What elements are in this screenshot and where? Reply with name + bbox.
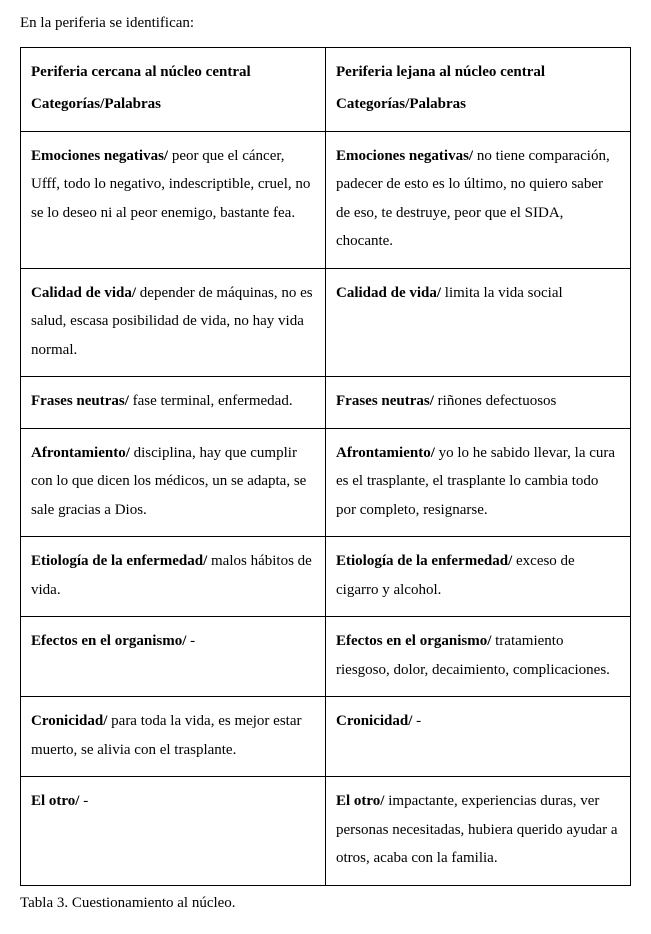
cell-right: Calidad de vida/ limita la vida social [326,268,631,377]
table-row: Cronicidad/ para toda la vida, es mejor … [21,697,631,777]
intro-text: En la periferia se identifican: [20,12,631,35]
category-label: El otro/ [336,793,384,809]
table-row: Calidad de vida/ depender de máquinas, n… [21,268,631,377]
cell-left: Emociones negativas/ peor que el cáncer,… [21,131,326,268]
cell-right: Emociones negativas/ no tiene comparació… [326,131,631,268]
cell-left: Efectos en el organismo/ - [21,617,326,697]
cell-left: Afrontamiento/ disciplina, hay que cumpl… [21,428,326,537]
category-text: riñones defectuosos [434,393,556,409]
col-header-left-line2: Categorías/Palabras [31,90,315,119]
category-label: Emociones negativas/ [31,148,168,164]
cell-left: El otro/ - [21,777,326,886]
category-label: Cronicidad/ [31,713,107,729]
cell-right: Frases neutras/ riñones defectuosos [326,377,631,429]
category-label: Afrontamiento/ [336,445,435,461]
category-text: fase terminal, enfermedad. [129,393,293,409]
table-caption: Tabla 3. Cuestionamiento al núcleo. [20,892,631,915]
category-label: Efectos en el organismo/ [31,633,186,649]
category-label: Afrontamiento/ [31,445,130,461]
cell-left: Cronicidad/ para toda la vida, es mejor … [21,697,326,777]
cell-left: Calidad de vida/ depender de máquinas, n… [21,268,326,377]
table-header-row: Periferia cercana al núcleo central Cate… [21,47,631,131]
category-label: Calidad de vida/ [31,285,136,301]
table-row: Frases neutras/ fase terminal, enfermeda… [21,377,631,429]
col-header-right: Periferia lejana al núcleo central Categ… [326,47,631,131]
col-header-left: Periferia cercana al núcleo central Cate… [21,47,326,131]
table-row: El otro/ - El otro/ impactante, experien… [21,777,631,886]
category-label: Emociones negativas/ [336,148,473,164]
category-text: - [186,633,195,649]
col-header-left-line1: Periferia cercana al núcleo central [31,58,315,87]
category-label: El otro/ [31,793,79,809]
col-header-right-line1: Periferia lejana al núcleo central [336,58,620,87]
category-text: limita la vida social [441,285,563,301]
cell-right: El otro/ impactante, experiencias duras,… [326,777,631,886]
cell-right: Efectos en el organismo/ tratamiento rie… [326,617,631,697]
table-row: Emociones negativas/ peor que el cáncer,… [21,131,631,268]
table-row: Etiología de la enfermedad/ malos hábito… [21,537,631,617]
cell-right: Etiología de la enfermedad/ exceso de ci… [326,537,631,617]
cell-left: Frases neutras/ fase terminal, enfermeda… [21,377,326,429]
table-row: Afrontamiento/ disciplina, hay que cumpl… [21,428,631,537]
category-label: Etiología de la enfermedad/ [336,553,512,569]
cell-left: Etiología de la enfermedad/ malos hábito… [21,537,326,617]
category-label: Calidad de vida/ [336,285,441,301]
periphery-table: Periferia cercana al núcleo central Cate… [20,47,631,886]
cell-right: Cronicidad/ - [326,697,631,777]
cell-right: Afrontamiento/ yo lo he sabido llevar, l… [326,428,631,537]
category-label: Frases neutras/ [336,393,434,409]
category-text: - [412,713,421,729]
category-label: Etiología de la enfermedad/ [31,553,207,569]
category-label: Cronicidad/ [336,713,412,729]
table-row: Efectos en el organismo/ - Efectos en el… [21,617,631,697]
col-header-right-line2: Categorías/Palabras [336,90,620,119]
category-text: - [79,793,88,809]
category-label: Efectos en el organismo/ [336,633,491,649]
category-label: Frases neutras/ [31,393,129,409]
